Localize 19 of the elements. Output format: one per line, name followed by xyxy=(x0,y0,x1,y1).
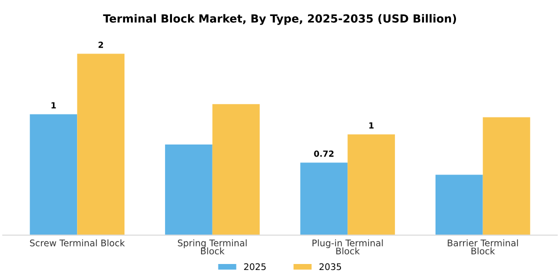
bar xyxy=(482,117,530,236)
legend-label: 2035 xyxy=(319,263,342,270)
bar xyxy=(212,104,260,236)
bar xyxy=(300,162,348,236)
x-tick-label: Spring Terminal Block xyxy=(178,239,247,254)
data-label: 1 xyxy=(52,102,56,108)
chart-title: Terminal Block Market, By Type, 2025-2035 (USD Billion) xyxy=(103,14,456,25)
bar xyxy=(165,144,212,236)
bar xyxy=(30,114,78,236)
x-tick-label: Barrier Terminal Block xyxy=(448,239,518,254)
bar xyxy=(436,174,483,236)
data-label: 2 xyxy=(98,42,104,48)
x-tick-label: Plug-in Terminal Block xyxy=(312,239,383,254)
bar xyxy=(77,54,124,236)
data-label: 1 xyxy=(369,122,374,128)
legend-label: 2025 xyxy=(244,263,266,270)
bar xyxy=(348,134,395,236)
data-label: 0.72 xyxy=(314,150,334,157)
x-tick-label: Screw Terminal Block xyxy=(30,239,125,246)
